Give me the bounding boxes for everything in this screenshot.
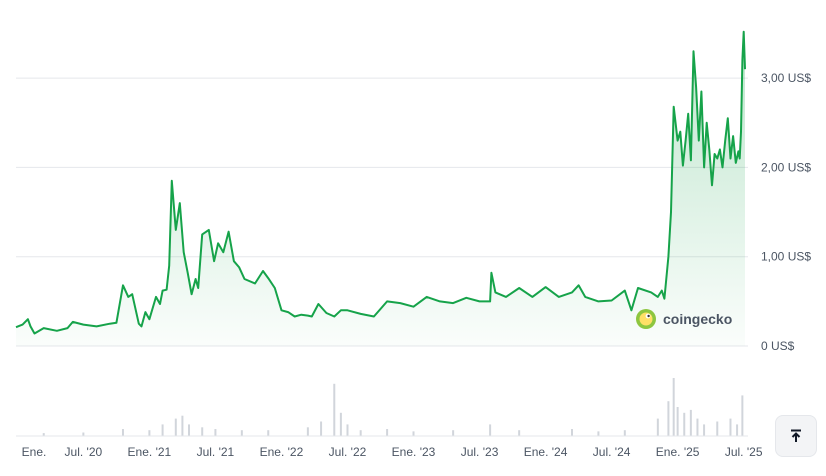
x-tick-label: Jul. '23 (461, 445, 499, 459)
volume-bar (696, 418, 699, 436)
volume-bar (729, 418, 732, 436)
volume-bar (181, 415, 184, 436)
x-tick-label: Ene. '25 (656, 445, 700, 459)
arrow-up-to-line-icon (791, 429, 801, 442)
volume-bar (656, 418, 659, 436)
volume-bar (623, 430, 626, 436)
x-tick-label: Jul. '25 (725, 445, 763, 459)
volume-bar (339, 412, 342, 436)
volume-bar (672, 378, 675, 436)
volume-bar (489, 424, 492, 436)
volume-bar (736, 424, 739, 436)
volume-bar (306, 427, 309, 436)
y-tick-label: 0 US$ (761, 339, 795, 353)
volume-bar (201, 427, 204, 436)
volume-bar (741, 395, 744, 436)
volume-bar (689, 409, 692, 436)
x-axis-labels: Ene. Jul. '20 Ene. '21 Jul. '21 Ene. '22 Jul.… (22, 445, 763, 459)
volume-bar (148, 430, 151, 436)
x-tick-label: Jul. '22 (329, 445, 367, 459)
volume-bar (570, 429, 573, 436)
volume-bar (188, 424, 191, 436)
x-tick-label: Ene. '21 (128, 445, 172, 459)
x-tick-label: Jul. '21 (197, 445, 235, 459)
volume-bar (703, 424, 706, 436)
volume-bar (518, 430, 521, 436)
volume-bar (333, 383, 336, 436)
volume-bar (121, 429, 124, 436)
volume-bar (683, 412, 686, 436)
gecko-logo-icon (636, 309, 656, 329)
x-tick-label: Ene. '23 (392, 445, 436, 459)
volume-bar (716, 421, 719, 436)
scroll-to-top-button[interactable] (775, 415, 817, 457)
volume-bar (386, 429, 389, 436)
price-area (16, 31, 745, 346)
volume-bar (240, 430, 243, 436)
volume-bar (412, 431, 415, 436)
volume-bar (174, 418, 177, 436)
volume-bar (676, 407, 679, 436)
x-tick-label: Jul. '20 (65, 445, 103, 459)
volume-bar (597, 431, 600, 436)
volume-bar (667, 401, 670, 436)
volume-bar (359, 430, 362, 436)
y-tick-label: 3,00 US$ (761, 71, 811, 85)
volume-bar (452, 430, 455, 436)
y-tick-label: 1,00 US$ (761, 250, 811, 264)
x-tick-label: Ene. '22 (260, 445, 304, 459)
volume-bar (42, 433, 45, 436)
x-tick-label: Jul. '24 (593, 445, 631, 459)
y-axis-labels: 0 US$ 1,00 US$ 2,00 US$ 3,00 US$ (761, 71, 811, 353)
x-tick-label: Ene. (22, 445, 47, 459)
coingecko-watermark: coingecko (636, 309, 732, 329)
volume-bar (346, 424, 349, 436)
x-tick-label: Ene. '24 (524, 445, 568, 459)
volume-bar (82, 432, 85, 436)
y-tick-label: 2,00 US$ (761, 160, 811, 174)
volume-bar (161, 424, 164, 436)
volume-bar (267, 430, 270, 436)
volume-bar (320, 421, 323, 436)
price-line (15, 30, 746, 335)
volume-bar (214, 429, 217, 436)
watermark-brand: coingecko (663, 311, 732, 327)
volume-bars (42, 378, 744, 436)
